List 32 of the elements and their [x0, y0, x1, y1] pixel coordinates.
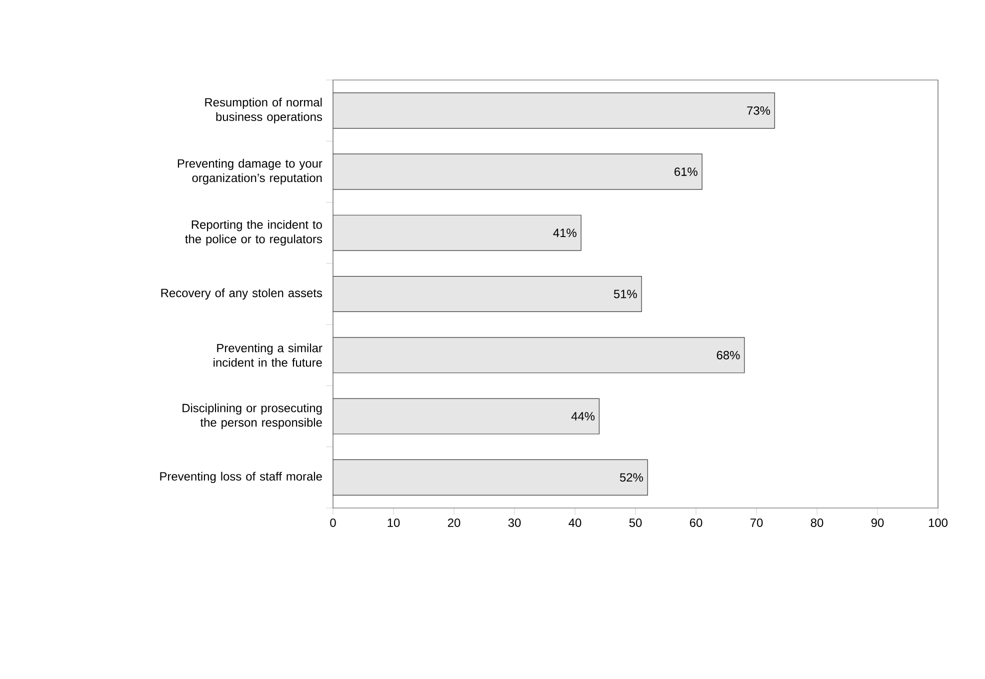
bar	[333, 214, 582, 251]
y-tick-label: Recovery of any stolen assets	[161, 288, 322, 300]
data-label: 68%	[716, 350, 740, 360]
y-tick-label: Preventing a similar incident in the future	[214, 344, 322, 367]
bar	[333, 459, 648, 496]
data-label: 73%	[747, 106, 770, 115]
x-tick-label: 10	[388, 518, 400, 527]
bar	[333, 276, 642, 312]
y-tick-label: Preventing loss of staff morale	[160, 472, 322, 483]
data-label: 52%	[620, 473, 643, 482]
x-tick-label: 20	[448, 518, 460, 527]
y-tick-label: Resumption of normal business operations	[205, 98, 322, 124]
y-tick-label: Disciplining or prosecuting the person responsible	[182, 403, 322, 430]
bar	[333, 154, 702, 190]
x-tick-label: 50	[629, 518, 642, 527]
data-label: 61%	[674, 167, 698, 176]
data-label: 51%	[614, 290, 637, 298]
x-tick-label: 80	[810, 518, 824, 527]
x-tick-label: 70	[750, 518, 763, 527]
x-tick-label: 60	[690, 518, 702, 527]
bar	[333, 398, 600, 434]
x-tick-label: 0	[330, 518, 336, 527]
y-tick-label: Reporting the incident to the police or to regulators	[185, 220, 322, 246]
data-label: 41%	[553, 228, 576, 238]
data-label: 44%	[571, 412, 595, 420]
bar	[333, 92, 775, 129]
x-tick-label: 90	[871, 518, 884, 527]
x-tick-label: 40	[568, 518, 582, 527]
y-tick-label: Preventing damage to your organization’s reputation	[178, 158, 322, 185]
x-tick-label: 100	[928, 518, 948, 527]
x-tick-label: 30	[508, 518, 521, 527]
bar	[333, 337, 745, 374]
